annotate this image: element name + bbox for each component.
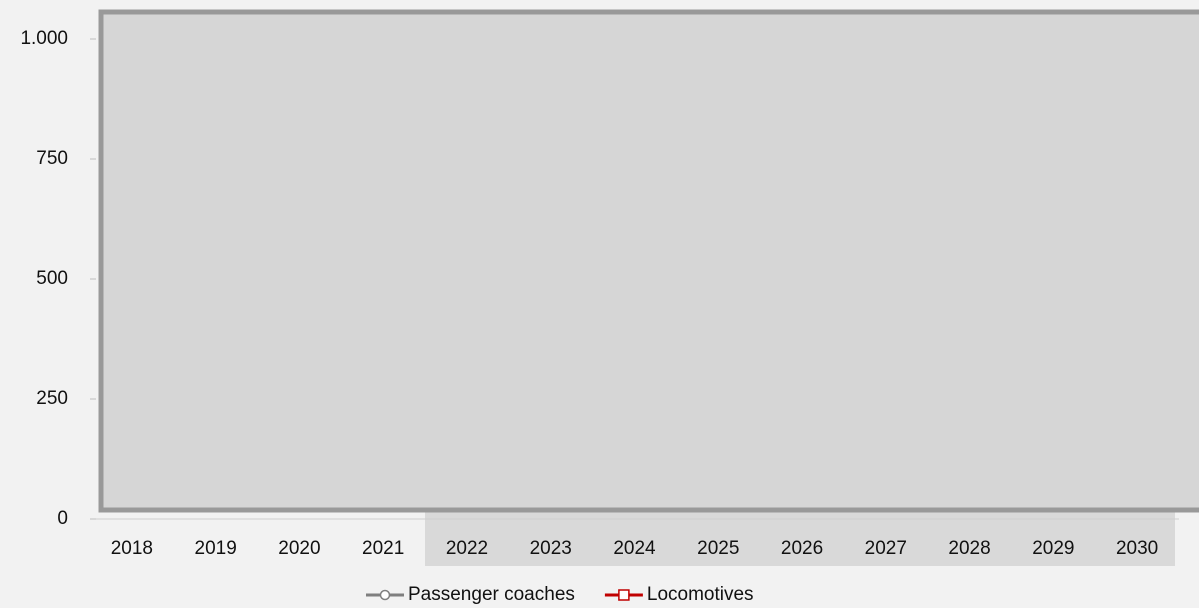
legend-marker <box>379 589 391 601</box>
y-tick-label: 1.000 <box>20 28 68 49</box>
y-tick-label: 750 <box>36 148 68 169</box>
plot-area: 0 250 500 750 1.000 2018 2019 2020 2021 2022 2023 2… <box>20 28 1158 559</box>
x-tick-label: 2030 <box>1116 538 1158 559</box>
x-tick-label: 2018 <box>111 538 153 559</box>
x-tick-label: 2024 <box>613 538 656 559</box>
legend: Passenger coaches Locomotives <box>366 584 754 605</box>
forecast-shading <box>425 512 1175 566</box>
y-tick-label: 0 <box>57 508 68 529</box>
legend-label: Passenger coaches <box>408 584 575 605</box>
legend-marker <box>618 589 630 601</box>
y-tick-label: 500 <box>36 268 68 289</box>
x-tick-label: 2027 <box>865 538 907 559</box>
x-tick-label: 2023 <box>530 538 572 559</box>
x-tick-label: 2021 <box>362 538 404 559</box>
overlay-box <box>98 9 1199 513</box>
x-tick-label: 2022 <box>446 538 488 559</box>
x-tick-label: 2029 <box>1032 538 1074 559</box>
x-tick-label: 2025 <box>697 538 739 559</box>
legend-label: Locomotives <box>647 584 754 605</box>
y-tick-label: 250 <box>36 388 68 409</box>
x-tick-label: 2020 <box>278 538 320 559</box>
x-tick-label: 2028 <box>948 538 990 559</box>
x-tick-label: 2019 <box>195 538 237 559</box>
x-tick-label: 2026 <box>781 538 823 559</box>
